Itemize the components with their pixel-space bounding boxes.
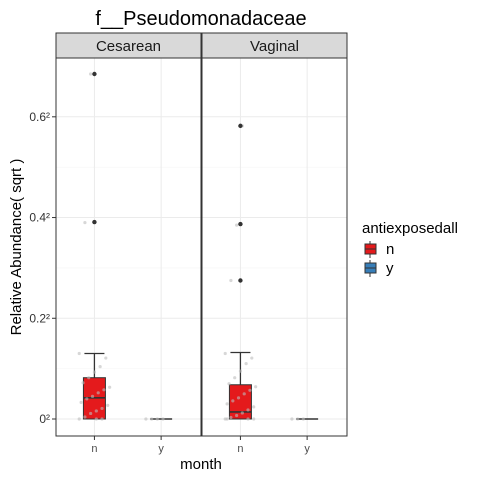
box-vaginal-y <box>290 417 319 421</box>
jitter-point <box>90 394 95 398</box>
legend-label: y <box>386 260 394 277</box>
outlier-point <box>92 219 97 225</box>
box-vaginal-n <box>223 123 258 421</box>
panel-border <box>201 57 348 437</box>
jitter-point <box>296 417 300 421</box>
jitter-point <box>89 411 93 416</box>
jitter-point <box>85 397 89 401</box>
outlier-point <box>238 123 243 129</box>
jitter-point <box>81 381 85 385</box>
jitter-point <box>83 220 87 225</box>
legend-item-n: n <box>364 241 394 258</box>
legend-item-y: y <box>364 260 394 277</box>
jitter-point <box>100 417 104 421</box>
jitter-point <box>233 376 237 380</box>
outlier-point <box>92 71 97 77</box>
jitter-point <box>83 415 87 419</box>
jitter-point <box>96 391 100 395</box>
jitter-point <box>236 396 241 400</box>
facet-strip-label: Cesarean <box>96 38 161 55</box>
jitter-point <box>252 405 256 409</box>
jitter-point <box>102 388 106 392</box>
box-cesarean-y <box>144 417 173 421</box>
x-tick-label: n <box>237 443 243 455</box>
y-tick-label: 0.2² <box>29 311 50 325</box>
legend-title: antiexposedall <box>362 220 458 237</box>
jitter-point <box>94 417 98 421</box>
x-tick-label: y <box>304 443 310 455</box>
outlier-point <box>238 278 243 283</box>
jitter-point <box>225 402 229 406</box>
x-axis-title: month <box>180 456 222 473</box>
jitter-point <box>225 417 229 421</box>
chart-title: f__Pseudomonadaceae <box>95 8 306 30</box>
jitter-point <box>229 278 233 283</box>
y-axis-title: Relative Abundance( sqrt ) <box>8 159 25 336</box>
jitter-point <box>240 411 244 415</box>
jitter-point <box>94 409 98 413</box>
jitter-point <box>252 417 256 421</box>
x-tick-label: y <box>158 443 164 455</box>
facet-strip-label: Vaginal <box>250 38 299 55</box>
jitter-point <box>161 417 165 421</box>
jitter-point <box>77 351 81 356</box>
jitter-point <box>77 417 81 421</box>
jitter-point <box>100 406 104 411</box>
jitter-point <box>246 417 250 421</box>
legend: antiexposedall ny <box>362 220 458 277</box>
jitter-point <box>150 417 154 421</box>
facet-strip <box>55 32 202 59</box>
legend-items: ny <box>364 241 394 277</box>
panel-border <box>55 57 202 437</box>
legend-label: n <box>386 241 394 258</box>
jitter-point <box>290 417 294 421</box>
jitter-point <box>235 413 239 418</box>
panel-background <box>202 58 347 436</box>
y-tick-label: 0.6² <box>29 110 50 124</box>
jitter-point <box>89 72 93 76</box>
panel-background <box>56 58 201 436</box>
y-tick-label: 0² <box>39 412 50 426</box>
jitter-point <box>227 382 231 386</box>
jitter-point <box>108 385 112 389</box>
box-body <box>228 384 252 420</box>
jitter-point <box>106 403 110 408</box>
x-tick-label: n <box>91 443 97 455</box>
jitter-point <box>248 388 252 392</box>
jitter-point <box>87 376 91 380</box>
jitter-point <box>104 356 108 360</box>
jitter-point <box>155 417 159 421</box>
y-axis-ticks: 0² 0.2² 0.4² 0.6² <box>29 110 56 426</box>
outlier-point <box>238 221 243 227</box>
jitter-point <box>223 351 227 356</box>
facet-panel-vaginal: Vaginal n y <box>201 32 348 455</box>
jitter-point <box>250 356 254 360</box>
jitter-point <box>246 408 250 412</box>
jitter-point <box>231 399 235 403</box>
facet-panel-cesarean: Cesarean n y <box>55 32 202 455</box>
jitter-point <box>238 369 243 373</box>
jitter-point <box>92 370 97 374</box>
box-cesarean-n <box>77 71 112 421</box>
jitter-point <box>144 417 148 421</box>
jitter-point <box>301 417 305 421</box>
jitter-point <box>242 392 246 396</box>
jitter-point <box>244 361 248 366</box>
facet-panels: Cesarean n y Vaginal n y <box>55 32 348 455</box>
y-tick-label: 0.4² <box>29 211 50 225</box>
jitter-point <box>254 385 258 389</box>
jitter-point <box>229 415 233 420</box>
jitter-point <box>98 365 102 369</box>
jitter-point <box>79 400 83 404</box>
jitter-point <box>235 223 239 227</box>
